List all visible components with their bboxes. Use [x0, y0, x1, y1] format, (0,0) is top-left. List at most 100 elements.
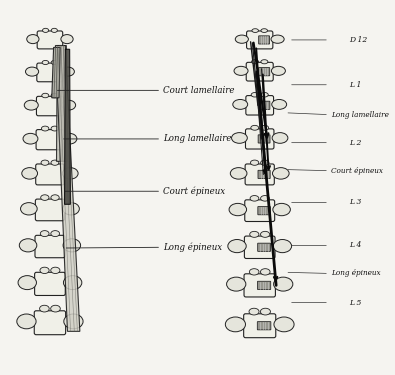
FancyBboxPatch shape: [35, 199, 64, 221]
Text: Long lamellaire: Long lamellaire: [163, 134, 231, 143]
Ellipse shape: [271, 66, 286, 75]
FancyBboxPatch shape: [258, 243, 271, 251]
Ellipse shape: [231, 133, 247, 143]
Ellipse shape: [24, 100, 38, 110]
Ellipse shape: [21, 202, 37, 215]
Ellipse shape: [62, 100, 75, 110]
Ellipse shape: [261, 195, 269, 201]
FancyBboxPatch shape: [259, 36, 269, 44]
Ellipse shape: [61, 34, 73, 44]
Ellipse shape: [273, 203, 290, 216]
Ellipse shape: [19, 239, 37, 252]
FancyBboxPatch shape: [246, 31, 273, 49]
FancyBboxPatch shape: [245, 236, 275, 258]
FancyBboxPatch shape: [34, 311, 66, 335]
FancyBboxPatch shape: [244, 274, 275, 297]
Text: L 3: L 3: [349, 198, 361, 207]
Ellipse shape: [27, 34, 39, 44]
Ellipse shape: [18, 276, 36, 290]
Ellipse shape: [228, 240, 246, 253]
Text: L 2: L 2: [349, 139, 361, 147]
Ellipse shape: [23, 134, 38, 144]
Ellipse shape: [273, 240, 292, 253]
Ellipse shape: [261, 125, 269, 130]
FancyBboxPatch shape: [244, 314, 276, 338]
FancyBboxPatch shape: [257, 322, 271, 330]
Text: L 4: L 4: [349, 242, 361, 249]
Ellipse shape: [252, 60, 259, 64]
Ellipse shape: [64, 314, 83, 329]
FancyBboxPatch shape: [258, 101, 270, 109]
Ellipse shape: [251, 125, 259, 130]
Ellipse shape: [226, 317, 245, 332]
Ellipse shape: [40, 267, 49, 273]
FancyBboxPatch shape: [258, 207, 270, 215]
FancyBboxPatch shape: [246, 96, 274, 115]
Ellipse shape: [272, 133, 288, 143]
Ellipse shape: [42, 60, 49, 64]
Ellipse shape: [51, 60, 58, 64]
Polygon shape: [64, 49, 70, 204]
Ellipse shape: [51, 93, 58, 98]
Ellipse shape: [272, 99, 287, 109]
Text: Long épineux: Long épineux: [163, 243, 222, 252]
Text: D 12: D 12: [349, 36, 367, 44]
FancyBboxPatch shape: [258, 281, 271, 290]
Ellipse shape: [51, 305, 60, 312]
Ellipse shape: [22, 168, 38, 179]
Ellipse shape: [249, 308, 259, 315]
Ellipse shape: [260, 268, 270, 275]
FancyBboxPatch shape: [245, 129, 274, 149]
Ellipse shape: [274, 277, 293, 291]
FancyBboxPatch shape: [36, 130, 64, 150]
Ellipse shape: [230, 168, 247, 179]
Ellipse shape: [229, 203, 246, 216]
FancyBboxPatch shape: [246, 62, 273, 81]
FancyBboxPatch shape: [36, 96, 64, 116]
FancyBboxPatch shape: [35, 236, 65, 258]
Text: Court épineux: Court épineux: [331, 166, 383, 175]
Ellipse shape: [227, 277, 246, 291]
Ellipse shape: [260, 308, 271, 315]
Text: L 5: L 5: [349, 298, 361, 307]
Ellipse shape: [26, 67, 39, 76]
Ellipse shape: [62, 168, 78, 179]
Text: Court lamellaire: Court lamellaire: [163, 86, 235, 95]
Text: Long épineux: Long épineux: [331, 269, 380, 278]
Ellipse shape: [41, 126, 49, 131]
Ellipse shape: [261, 60, 268, 64]
Ellipse shape: [271, 35, 284, 43]
Ellipse shape: [250, 195, 259, 201]
Text: L 1: L 1: [349, 81, 361, 89]
Ellipse shape: [233, 99, 248, 109]
Ellipse shape: [51, 231, 60, 237]
FancyBboxPatch shape: [37, 63, 63, 82]
FancyBboxPatch shape: [36, 164, 64, 185]
Ellipse shape: [40, 231, 49, 237]
FancyBboxPatch shape: [258, 68, 270, 76]
Ellipse shape: [17, 314, 36, 329]
Ellipse shape: [250, 160, 259, 165]
Polygon shape: [56, 45, 68, 161]
FancyBboxPatch shape: [258, 170, 270, 178]
Ellipse shape: [251, 93, 259, 97]
Ellipse shape: [249, 268, 259, 275]
Ellipse shape: [235, 35, 248, 43]
Text: Long lamellaire: Long lamellaire: [331, 111, 389, 118]
Ellipse shape: [273, 168, 289, 179]
Ellipse shape: [61, 67, 74, 76]
FancyBboxPatch shape: [245, 164, 274, 185]
Ellipse shape: [252, 29, 258, 33]
Ellipse shape: [41, 160, 49, 165]
Ellipse shape: [250, 231, 259, 237]
FancyBboxPatch shape: [245, 200, 275, 222]
Ellipse shape: [261, 160, 269, 165]
Ellipse shape: [234, 66, 248, 75]
Ellipse shape: [274, 317, 294, 332]
Ellipse shape: [51, 267, 60, 273]
Ellipse shape: [63, 239, 81, 252]
FancyBboxPatch shape: [258, 135, 270, 143]
Ellipse shape: [261, 93, 268, 97]
Ellipse shape: [62, 134, 77, 144]
Polygon shape: [55, 45, 80, 332]
